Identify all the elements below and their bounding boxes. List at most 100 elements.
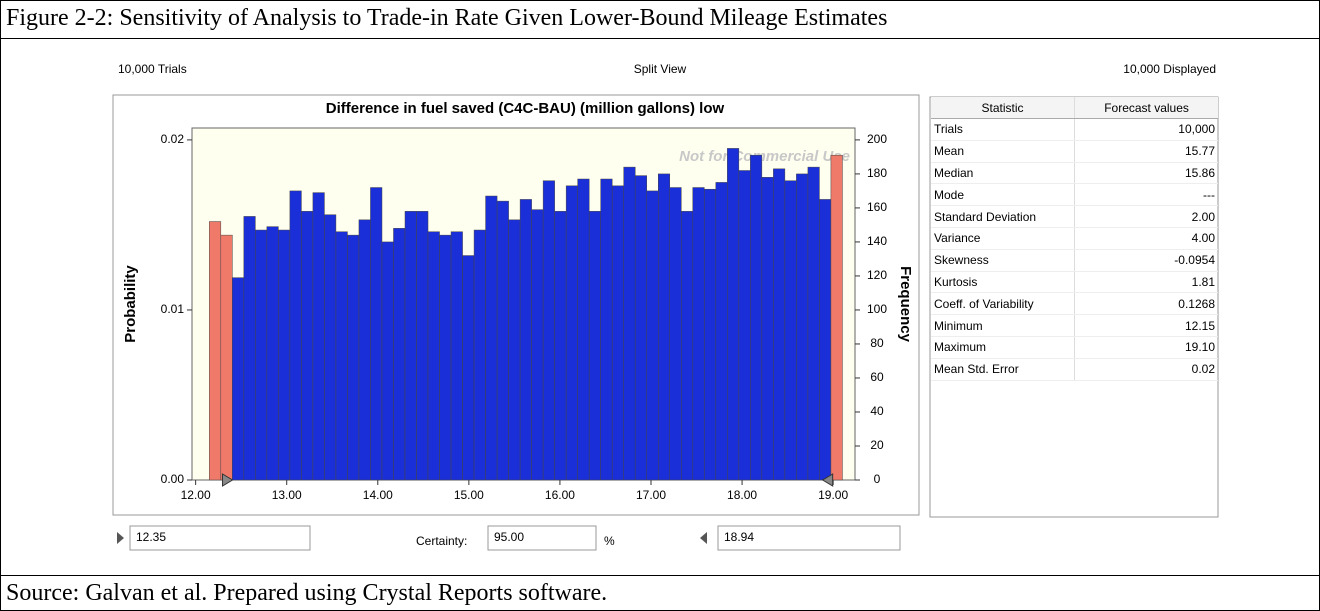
upper-field bbox=[717, 525, 901, 551]
y-tick-label: 60 bbox=[870, 370, 884, 384]
bar bbox=[531, 209, 544, 481]
bar bbox=[554, 211, 567, 481]
bar bbox=[347, 234, 360, 481]
bar bbox=[692, 187, 705, 481]
bar bbox=[588, 211, 601, 481]
y-tick-label: 20 bbox=[870, 438, 884, 452]
x-tick-label: 13.00 bbox=[272, 488, 302, 502]
stats-cell: 1.81 bbox=[1074, 271, 1218, 294]
bar bbox=[220, 234, 233, 481]
upper-arrow bbox=[700, 532, 707, 544]
trials: 10,000 Trials bbox=[118, 62, 187, 76]
x-tick-label: 12.00 bbox=[181, 488, 211, 502]
stats-table: Statistic Forecast values Trials 10,000 Mean… bbox=[931, 97, 1218, 381]
bar bbox=[393, 228, 406, 481]
bar bbox=[335, 231, 348, 481]
bar bbox=[565, 185, 578, 481]
bar bbox=[232, 277, 245, 481]
bar bbox=[473, 229, 486, 481]
bar bbox=[600, 178, 613, 481]
stats-cell: Minimum bbox=[931, 314, 1076, 337]
certainty-label: Certainty: bbox=[416, 534, 467, 548]
stats-row: Mean 15.77 bbox=[931, 140, 1218, 163]
bar bbox=[243, 216, 256, 481]
caption: Figure 2-2: Sensitivity of Analysis to T… bbox=[6, 5, 888, 31]
x-tick-label: 19.00 bbox=[818, 488, 848, 502]
bar bbox=[634, 175, 647, 481]
bar bbox=[750, 154, 763, 481]
bar bbox=[577, 178, 590, 481]
stats-row: Skewness -0.0954 bbox=[931, 249, 1218, 272]
bar bbox=[646, 190, 659, 481]
view: Split View bbox=[634, 62, 687, 76]
bar bbox=[657, 173, 671, 481]
bar bbox=[727, 148, 740, 481]
bar bbox=[830, 154, 843, 481]
x-tick-label: 18.00 bbox=[727, 488, 757, 502]
stats-cell: Forecast values bbox=[1074, 97, 1218, 119]
bar bbox=[715, 182, 728, 481]
y-tick-label: 100 bbox=[867, 302, 887, 316]
lower-handle bbox=[222, 473, 234, 487]
bar bbox=[209, 221, 222, 481]
bar bbox=[485, 195, 498, 481]
bar bbox=[796, 173, 809, 481]
stats-cell: Mode bbox=[931, 183, 1076, 207]
bar bbox=[819, 199, 832, 481]
stats-cell: Mean bbox=[931, 140, 1076, 163]
stats-cell: 4.00 bbox=[1074, 227, 1218, 250]
bar bbox=[312, 192, 325, 481]
stats-cell: Skewness bbox=[931, 249, 1076, 272]
bar bbox=[358, 219, 371, 481]
stats-cell: 15.77 bbox=[1074, 140, 1218, 163]
stats-cell: 12.15 bbox=[1074, 314, 1218, 337]
bar bbox=[255, 229, 268, 481]
y2-tick-label: 0.02 bbox=[161, 132, 185, 146]
bar bbox=[704, 188, 717, 481]
stats-cell: --- bbox=[1074, 183, 1218, 207]
stats-row: Minimum 12.15 bbox=[931, 314, 1218, 337]
y2-axis-label: Probability bbox=[122, 265, 139, 343]
certainty-field bbox=[487, 525, 597, 551]
bar bbox=[427, 231, 440, 481]
stats-row: Mean Std. Error 0.02 bbox=[931, 358, 1218, 381]
bar bbox=[301, 211, 314, 481]
stats-cell: Trials bbox=[931, 118, 1076, 141]
bar bbox=[669, 187, 682, 481]
stats-header: Statistic Forecast values bbox=[931, 97, 1218, 119]
bar bbox=[738, 170, 751, 481]
bar bbox=[773, 168, 786, 481]
y-tick-label: 80 bbox=[870, 336, 884, 350]
stats-row: Mode --- bbox=[931, 183, 1218, 207]
bar bbox=[508, 219, 521, 481]
bar bbox=[462, 255, 475, 481]
bar bbox=[381, 241, 394, 481]
watermark: Not for Commercial Use bbox=[679, 148, 850, 165]
stats-row: Variance 4.00 bbox=[931, 227, 1218, 250]
lower-value: 12.35 bbox=[136, 530, 166, 544]
certainty-value: 95.00 bbox=[494, 530, 524, 544]
bar bbox=[496, 200, 509, 481]
y-tick-label: 0 bbox=[874, 472, 881, 486]
bar bbox=[278, 229, 291, 481]
bar bbox=[784, 180, 797, 481]
bar bbox=[439, 234, 452, 481]
rule bbox=[0, 575, 1320, 576]
lower-field bbox=[129, 525, 311, 551]
bar bbox=[542, 180, 555, 481]
stats-row: Standard Deviation 2.00 bbox=[931, 205, 1218, 228]
bar bbox=[370, 187, 383, 481]
bar bbox=[681, 211, 694, 481]
stats-row: Maximum 19.10 bbox=[931, 336, 1218, 359]
stats-row: Coeff. of Variability 0.1268 bbox=[931, 292, 1218, 316]
bar bbox=[416, 211, 429, 481]
certainty-unit: % bbox=[604, 534, 615, 548]
stats-cell: -0.0954 bbox=[1074, 249, 1218, 272]
y-tick-label: 180 bbox=[867, 166, 887, 180]
stats-cell: Kurtosis bbox=[931, 271, 1076, 294]
y-axis-label: Frequency bbox=[897, 266, 914, 343]
stats-cell: 0.1268 bbox=[1074, 292, 1218, 316]
x-tick-label: 17.00 bbox=[636, 488, 666, 502]
x-tick-label: 14.00 bbox=[363, 488, 393, 502]
stats-cell: 15.86 bbox=[1074, 162, 1218, 185]
